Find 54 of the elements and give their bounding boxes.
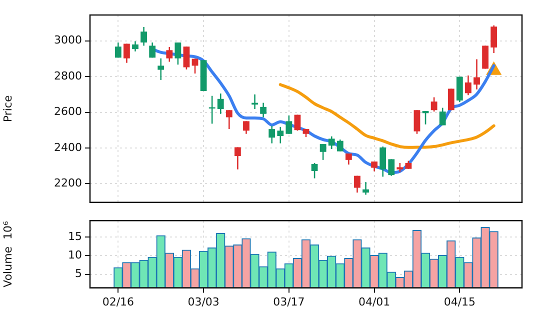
candlestick (217, 92, 224, 115)
candlestick (320, 143, 326, 161)
candlestick (465, 74, 472, 96)
candlestick (260, 102, 267, 118)
y-axis-title: Volume 10⁶ (1, 220, 14, 288)
candlestick (414, 109, 420, 135)
candlestick (448, 88, 454, 111)
candlestick (192, 58, 198, 74)
candlestick (345, 152, 352, 166)
y-tick-label: 2600 (54, 105, 82, 118)
candlestick (371, 160, 378, 172)
candlestick (277, 126, 284, 144)
candlestick (234, 146, 241, 170)
candlestick (174, 42, 182, 66)
candlestick (362, 181, 369, 196)
candlestick (439, 107, 446, 126)
candlestick (328, 136, 335, 150)
candlestick (158, 58, 164, 81)
y-axis-title: Price (1, 95, 14, 122)
candlestick (380, 146, 386, 178)
x-tick-label: 02/16 (102, 295, 134, 308)
candlestick (243, 120, 250, 135)
candlestick (294, 114, 301, 132)
candlestick (286, 114, 292, 135)
y-tick-label: 3000 (54, 34, 82, 47)
y-tick-label: 2200 (54, 176, 82, 190)
x-tick-label: 04/01 (358, 295, 390, 308)
candlestick (124, 43, 130, 64)
line-series (278, 83, 496, 149)
candlestick (336, 138, 344, 152)
candlestick (140, 26, 147, 46)
candlestick (430, 96, 438, 112)
candlestick (149, 42, 156, 58)
x-tick-label: 04/15 (444, 295, 476, 308)
y-tick-label: 10 (68, 248, 82, 262)
candlestick (482, 45, 488, 70)
candlestick (490, 24, 498, 54)
candlestick (388, 158, 395, 176)
candlestick (268, 125, 276, 144)
x-tick-label: 03/03 (188, 295, 220, 308)
candlestick (132, 40, 138, 52)
y-tick-label: 2400 (54, 140, 82, 154)
candlestick (354, 175, 360, 194)
candlestick (474, 58, 480, 90)
candlestick (114, 42, 122, 58)
y-tick-label: 15 (68, 230, 82, 243)
y-tick-label: 2800 (54, 69, 82, 82)
candlestick (456, 76, 463, 103)
candlestick (311, 162, 318, 179)
candlestick (166, 46, 173, 62)
candlestick (226, 109, 232, 130)
candlestick (183, 46, 190, 70)
y-tick-label: 5 (75, 267, 82, 280)
x-tick-label: 03/17 (273, 295, 305, 308)
